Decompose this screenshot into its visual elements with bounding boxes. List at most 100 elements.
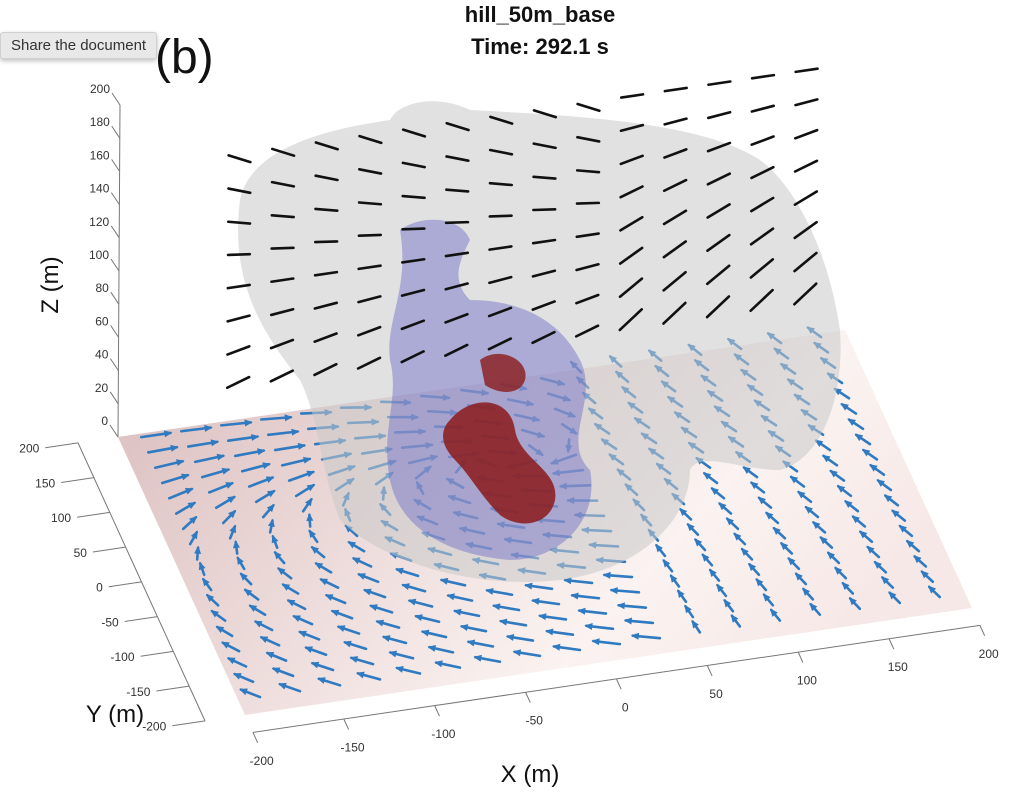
surface-arrow-head [716, 583, 724, 593]
upper-arrow [793, 282, 818, 306]
upper-arrow [488, 214, 513, 218]
upper-arrow [269, 338, 295, 350]
surface-arrow-head [284, 414, 293, 422]
upper-arrow [618, 308, 644, 332]
z-tick-label: 120 [89, 215, 109, 229]
surface-arrow-head [210, 609, 219, 618]
surface-arrow-head [701, 553, 710, 562]
surface-arrow-head [187, 501, 197, 510]
y-tick-label: -200 [142, 720, 166, 734]
surface-arrow-head [563, 577, 572, 585]
surface-arrow-head [789, 475, 799, 484]
x-tick [797, 651, 804, 663]
upper-arrow [270, 180, 296, 188]
surface-arrow-head [181, 473, 190, 481]
upper-arrow [750, 165, 775, 180]
upper-arrow [314, 141, 339, 151]
surface-arrow-head [306, 512, 314, 522]
upper-arrow [532, 109, 558, 119]
upper-arrow [226, 220, 252, 225]
upper-arrow [226, 345, 251, 356]
upper-arrow [619, 93, 645, 99]
upper-arrow [226, 314, 251, 323]
upper-arrow [532, 207, 557, 212]
surface-arrow-head [686, 523, 695, 532]
surface-arrow-head [797, 490, 806, 499]
upper-arrow [531, 300, 556, 311]
surface-arrow-head [375, 619, 385, 627]
upper-arrow [445, 121, 470, 132]
upper-arrow [313, 301, 339, 310]
z-tick [110, 258, 120, 272]
surface-arrow-head [267, 518, 275, 528]
upper-arrow [619, 185, 644, 199]
surface-arrow-head [198, 561, 206, 571]
upper-arrow [663, 148, 688, 159]
upper-arrow [488, 245, 513, 251]
y-tick [124, 616, 158, 622]
upper-arrow [400, 288, 426, 297]
surface-arrow-head [840, 403, 849, 411]
surface-arrow-head [236, 556, 244, 565]
z-tick [109, 424, 119, 438]
surface-arrow-head [749, 481, 759, 490]
surface-arrow-head [243, 588, 253, 597]
z-tick-label: 0 [101, 414, 108, 428]
surface-arrow-head [190, 530, 198, 540]
upper-arrow [225, 375, 251, 390]
surface-arrow-head [267, 490, 276, 498]
upper-arrow [705, 264, 731, 286]
z-axis-label: Z (m) [37, 256, 64, 313]
surface-arrow-head [505, 633, 515, 641]
surface-arrow-head [679, 507, 688, 517]
surface-arrow-head [253, 620, 263, 628]
upper-arrow [575, 201, 601, 205]
surface-arrow-head [570, 592, 579, 600]
surface-arrow-head [844, 500, 853, 508]
y-tick-label: 150 [35, 476, 55, 490]
surface-arrow-head [691, 619, 699, 629]
surface-arrow-head [702, 472, 712, 480]
y-tick [76, 511, 110, 518]
surface-arrow-head [226, 657, 236, 665]
y-tick [108, 581, 142, 588]
surface-arrow-head [710, 487, 719, 495]
upper-arrow [314, 207, 339, 212]
x-tick [979, 625, 986, 637]
upper-arrow [618, 246, 644, 265]
upper-arrow [532, 142, 557, 150]
surface-arrow-head [742, 466, 751, 474]
surface-arrow-head [616, 602, 625, 610]
z-tick-label: 60 [95, 314, 109, 328]
upper-arrow [750, 135, 775, 147]
surface-arrow-head [310, 661, 320, 669]
upper-arrow [444, 251, 470, 258]
chart-title: hill_50m_base [464, 2, 616, 27]
x-tick-label: 50 [709, 687, 723, 701]
upper-arrow [270, 246, 295, 250]
upper-arrow [313, 240, 339, 244]
z-tick-label: 160 [90, 148, 110, 162]
upper-arrow [400, 350, 425, 364]
upper-arrow [706, 203, 731, 219]
upper-arrow [269, 369, 295, 383]
y-tick [92, 546, 126, 553]
surface-arrow-head [305, 497, 313, 507]
surface-arrow-head [343, 640, 352, 648]
surface-arrow-head [262, 462, 271, 470]
upper-arrow [662, 240, 688, 259]
upper-arrow [401, 257, 426, 264]
surface-arrow-head [787, 557, 796, 566]
upper-arrow [489, 115, 514, 125]
surface-arrow-head [189, 515, 198, 524]
surface-arrow-head [725, 517, 734, 526]
surface-arrow-head [684, 604, 692, 614]
upper-arrow [444, 312, 469, 324]
y-tick-label: -50 [101, 615, 119, 629]
surface-arrow-head [730, 614, 739, 623]
surface-arrow-head [215, 625, 225, 634]
surface-arrow-head [880, 576, 890, 585]
upper-arrow [270, 214, 295, 219]
upper-arrow [357, 233, 383, 237]
upper-arrow [662, 270, 687, 292]
